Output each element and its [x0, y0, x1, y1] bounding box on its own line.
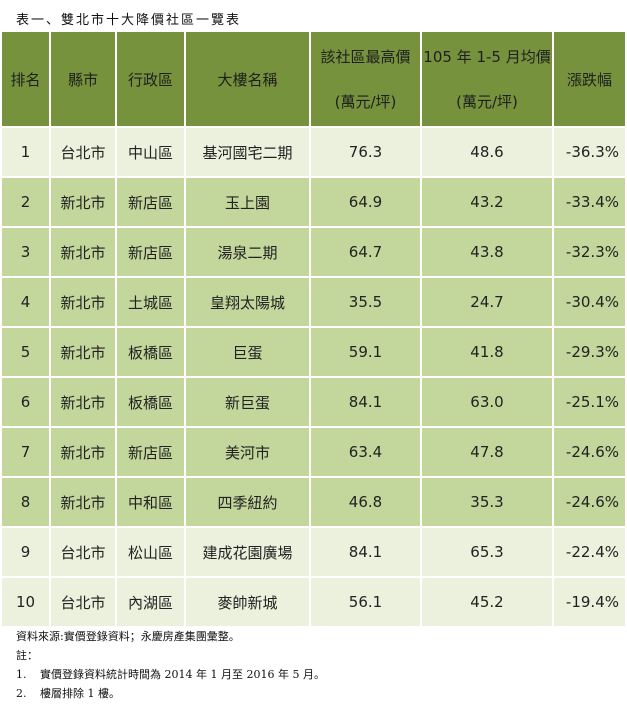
- cell-rank: 6: [2, 378, 49, 426]
- table-row: 5 新北市 板橋區 巨蛋 59.1 41.8 -29.3%: [2, 328, 625, 376]
- notes: 資料來源:實價登錄資料；永慶房產集團彙整。 註： 1. 實價登錄資料統計時間為 …: [16, 627, 325, 703]
- header-rank: 排名: [2, 32, 49, 126]
- cell-change: -33.4%: [554, 178, 625, 226]
- cell-city: 新北市: [51, 278, 115, 326]
- cell-rank: 2: [2, 178, 49, 226]
- cell-rank: 8: [2, 478, 49, 526]
- cell-change: -24.6%: [554, 478, 625, 526]
- header-avg-price: 105 年 1-5 月均價 (萬元/坪): [422, 32, 552, 126]
- cell-avg-price: 47.8: [422, 428, 552, 476]
- cell-city: 台北市: [51, 578, 115, 626]
- cell-city: 台北市: [51, 128, 115, 176]
- cell-district: 中和區: [117, 478, 184, 526]
- table-row: 3 新北市 新店區 湯泉二期 64.7 43.8 -32.3%: [2, 228, 625, 276]
- cell-peak-price: 63.4: [311, 428, 420, 476]
- cell-district: 板橋區: [117, 328, 184, 376]
- cell-avg-price: 35.3: [422, 478, 552, 526]
- cell-peak-price: 56.1: [311, 578, 420, 626]
- cell-change: -22.4%: [554, 528, 625, 576]
- cell-change: -30.4%: [554, 278, 625, 326]
- cell-avg-price: 41.8: [422, 328, 552, 376]
- cell-peak-price: 84.1: [311, 528, 420, 576]
- cell-district: 新店區: [117, 228, 184, 276]
- cell-peak-price: 59.1: [311, 328, 420, 376]
- price-drop-table: 排名 縣市 行政區 大樓名稱 該社區最高價 (萬元/坪) 105 年 1-5 月均…: [0, 30, 627, 628]
- table-row: 10 台北市 內湖區 麥帥新城 56.1 45.2 -19.4%: [2, 578, 625, 626]
- cell-district: 內湖區: [117, 578, 184, 626]
- cell-city: 新北市: [51, 328, 115, 376]
- header-peak-price: 該社區最高價 (萬元/坪): [311, 32, 420, 126]
- cell-building: 玉上園: [186, 178, 309, 226]
- cell-avg-price: 43.2: [422, 178, 552, 226]
- cell-city: 新北市: [51, 228, 115, 276]
- table-row: 9 台北市 松山區 建成花園廣場 84.1 65.3 -22.4%: [2, 528, 625, 576]
- cell-rank: 4: [2, 278, 49, 326]
- note-number: 2.: [16, 687, 27, 700]
- cell-avg-price: 48.6: [422, 128, 552, 176]
- cell-rank: 7: [2, 428, 49, 476]
- cell-rank: 3: [2, 228, 49, 276]
- note-item: 1. 實價登錄資料統計時間為 2014 年 1 月至 2016 年 5 月。: [16, 665, 325, 684]
- cell-district: 中山區: [117, 128, 184, 176]
- cell-city: 新北市: [51, 478, 115, 526]
- header-change: 漲跌幅: [554, 32, 625, 126]
- note-item: 2. 樓層排除 1 樓。: [16, 684, 325, 703]
- cell-peak-price: 46.8: [311, 478, 420, 526]
- note-text: 樓層排除 1 樓。: [40, 687, 120, 700]
- header-building: 大樓名稱: [186, 32, 309, 126]
- cell-change: -32.3%: [554, 228, 625, 276]
- cell-building: 四季紐約: [186, 478, 309, 526]
- cell-avg-price: 63.0: [422, 378, 552, 426]
- cell-avg-price: 65.3: [422, 528, 552, 576]
- cell-building: 建成花園廣場: [186, 528, 309, 576]
- note-text: 實價登錄資料統計時間為 2014 年 1 月至 2016 年 5 月。: [40, 668, 325, 681]
- cell-peak-price: 76.3: [311, 128, 420, 176]
- cell-peak-price: 64.9: [311, 178, 420, 226]
- table-row: 4 新北市 土城區 皇翔太陽城 35.5 24.7 -30.4%: [2, 278, 625, 326]
- note-number: 1.: [16, 668, 27, 681]
- cell-avg-price: 24.7: [422, 278, 552, 326]
- cell-rank: 10: [2, 578, 49, 626]
- cell-district: 新店區: [117, 178, 184, 226]
- cell-city: 新北市: [51, 378, 115, 426]
- cell-change: -25.1%: [554, 378, 625, 426]
- table-row: 1 台北市 中山區 基河國宅二期 76.3 48.6 -36.3%: [2, 128, 625, 176]
- header-row: 排名 縣市 行政區 大樓名稱 該社區最高價 (萬元/坪) 105 年 1-5 月均…: [2, 32, 625, 126]
- cell-district: 土城區: [117, 278, 184, 326]
- source-note: 資料來源:實價登錄資料；永慶房產集團彙整。: [16, 630, 240, 643]
- header-city: 縣市: [51, 32, 115, 126]
- cell-building: 巨蛋: [186, 328, 309, 376]
- cell-change: -19.4%: [554, 578, 625, 626]
- header-district: 行政區: [117, 32, 184, 126]
- cell-change: -24.6%: [554, 428, 625, 476]
- cell-district: 板橋區: [117, 378, 184, 426]
- notes-label: 註：: [16, 649, 38, 662]
- table-row: 7 新北市 新店區 美河市 63.4 47.8 -24.6%: [2, 428, 625, 476]
- cell-rank: 1: [2, 128, 49, 176]
- cell-avg-price: 43.8: [422, 228, 552, 276]
- cell-rank: 5: [2, 328, 49, 376]
- cell-building: 湯泉二期: [186, 228, 309, 276]
- cell-city: 台北市: [51, 528, 115, 576]
- cell-change: -29.3%: [554, 328, 625, 376]
- cell-change: -36.3%: [554, 128, 625, 176]
- cell-building: 新巨蛋: [186, 378, 309, 426]
- cell-building: 美河市: [186, 428, 309, 476]
- cell-avg-price: 45.2: [422, 578, 552, 626]
- cell-district: 新店區: [117, 428, 184, 476]
- table-row: 8 新北市 中和區 四季紐約 46.8 35.3 -24.6%: [2, 478, 625, 526]
- cell-building: 麥帥新城: [186, 578, 309, 626]
- cell-building: 基河國宅二期: [186, 128, 309, 176]
- cell-peak-price: 64.7: [311, 228, 420, 276]
- cell-peak-price: 35.5: [311, 278, 420, 326]
- cell-city: 新北市: [51, 178, 115, 226]
- cell-building: 皇翔太陽城: [186, 278, 309, 326]
- cell-rank: 9: [2, 528, 49, 576]
- table-caption: 表一、雙北市十大降價社區一覽表: [16, 13, 242, 28]
- cell-district: 松山區: [117, 528, 184, 576]
- table-row: 6 新北市 板橋區 新巨蛋 84.1 63.0 -25.1%: [2, 378, 625, 426]
- table-row: 2 新北市 新店區 玉上園 64.9 43.2 -33.4%: [2, 178, 625, 226]
- cell-city: 新北市: [51, 428, 115, 476]
- cell-peak-price: 84.1: [311, 378, 420, 426]
